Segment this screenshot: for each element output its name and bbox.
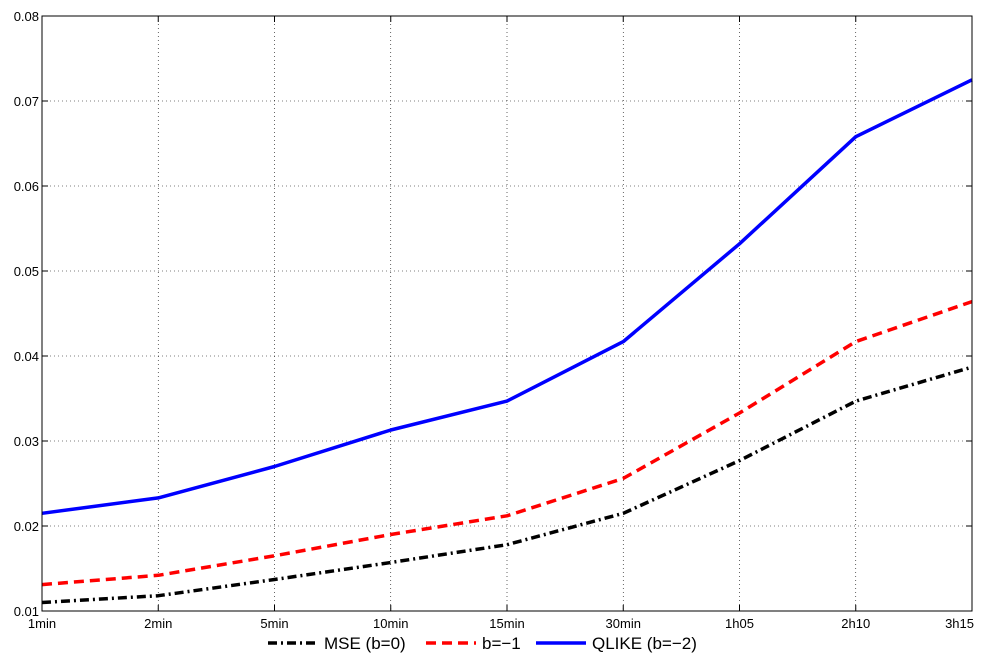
legend-label: b=−1 [482,634,521,653]
x-tick-label: 3h15 [945,616,974,631]
series-layer [41,78,973,605]
x-tick-label: 10min [373,616,408,631]
y-tick-label: 0.06 [14,179,39,194]
x-tick-label: 15min [489,616,524,631]
series-line [41,299,973,587]
y-tick-label: 0.01 [14,604,39,619]
y-tick-label: 0.04 [14,349,39,364]
series-line [41,365,973,605]
y-tick-label: 0.02 [14,519,39,534]
legend-label: QLIKE (b=−2) [592,634,697,653]
y-tick-label: 0.08 [14,9,39,24]
x-tick-label: 1min [28,616,56,631]
y-tick-label: 0.07 [14,94,39,109]
x-tick-label: 30min [606,616,641,631]
legend: MSE (b=0) b=−1 QLIKE (b=−2) [268,634,697,653]
x-tick-label: 5min [260,616,288,631]
x-tick-label: 2min [144,616,172,631]
y-tick-label: 0.03 [14,434,39,449]
x-tick-label: 1h05 [725,616,754,631]
plot-frame [41,15,973,612]
x-tick-label: 2h10 [841,616,870,631]
tick-layer: 1min 2min 5min 10min 15min 30min 1h05 2h10 3h15 0… [14,9,974,631]
legend-label: MSE (b=0) [324,634,406,653]
series-line [41,78,973,516]
y-tick-label: 0.05 [14,264,39,279]
grid-layer [42,16,972,611]
